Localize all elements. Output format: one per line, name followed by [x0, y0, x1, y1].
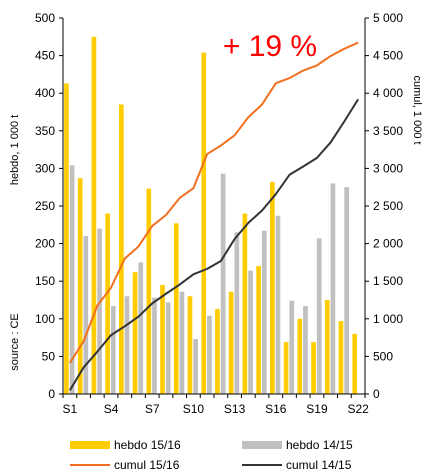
bar-hebdo-15-16-s16: [270, 181, 275, 394]
right-axis-title: cumul, 1 000 t: [411, 75, 423, 144]
bar-hebdo-15-16-s5: [119, 104, 124, 394]
bar-hebdo-14-15-s15: [261, 230, 267, 394]
right-tick-label: 4 500: [373, 49, 403, 63]
bar-hebdo-15-16-s4: [105, 213, 110, 394]
bar-hebdo-14-15-s20: [330, 183, 336, 394]
bar-hebdo-14-15-s11: [207, 315, 212, 394]
left-tick-label: 150: [35, 274, 55, 288]
annotation-text: + 19 %: [223, 30, 317, 63]
legend-label-hebdo-14-15: hebdo 14/15: [286, 438, 353, 452]
x-tick-label: S16: [265, 402, 287, 416]
line-cumul-14-15: [69, 98, 359, 391]
bar-hebdo-14-15-s6: [138, 262, 144, 394]
bar-hebdo-14-15-s13: [234, 232, 240, 394]
left-tick-label: 50: [42, 349, 56, 363]
x-tick-label: S10: [183, 402, 205, 416]
x-tick-label: S4: [104, 402, 119, 416]
legend-label-hebdo-15-16: hebdo 15/16: [114, 438, 181, 452]
line-cumul-15-16: [69, 41, 359, 364]
bar-hebdo-14-15-s3: [97, 228, 102, 394]
right-tick-label: 0: [373, 387, 380, 401]
bar-hebdo-15-16-s17: [283, 342, 289, 394]
left-tick-label: 400: [35, 86, 55, 100]
bar-hebdo-15-16-s19: [311, 342, 316, 394]
left-tick-label: 300: [35, 161, 55, 175]
bar-hebdo-15-16-s8: [160, 284, 165, 394]
left-tick-label: 500: [35, 11, 55, 25]
left-tick-label: 350: [35, 124, 55, 138]
bar-hebdo-15-16-s9: [173, 223, 179, 394]
x-tick-label: S1: [63, 402, 78, 416]
bar-hebdo-15-16-s21: [338, 321, 344, 394]
right-tick-label: 2 000: [373, 237, 403, 251]
bar-hebdo-14-15-s10: [193, 339, 198, 394]
bar-hebdo-14-15-s18: [303, 306, 308, 394]
right-tick-label: 500: [373, 349, 393, 363]
bar-hebdo-15-16-s11: [201, 52, 207, 395]
bar-hebdo-14-15-s1: [69, 165, 75, 394]
right-tick-label: 3 000: [373, 161, 403, 175]
bar-hebdo-15-16-s10: [187, 296, 193, 394]
bar-hebdo-15-16-s3: [91, 36, 97, 395]
bar-hebdo-14-15-s9: [179, 291, 185, 394]
right-tick-label: 2 500: [373, 199, 403, 213]
bar-hebdo-15-16-s6: [132, 272, 138, 394]
legend-swatch-hebdo-15-16: [70, 441, 110, 449]
right-tick-label: 4 000: [373, 86, 403, 100]
bar-hebdo-14-15-s12: [220, 173, 226, 394]
lines-layer: [69, 41, 359, 391]
x-tick-label: S7: [145, 402, 160, 416]
bar-hebdo-15-16-s1: [64, 83, 69, 395]
bar-hebdo-15-16-s20: [324, 300, 330, 394]
legend-label-cumul-15-16: cumul 15/16: [114, 458, 180, 472]
right-tick-label: 1 500: [373, 274, 403, 288]
bar-hebdo-14-15-s8: [165, 302, 171, 394]
right-tick-label: 5 000: [373, 11, 403, 25]
bar-hebdo-14-15-s5: [124, 296, 130, 394]
bar-hebdo-14-15-s19: [316, 238, 322, 394]
left-tick-label: 100: [35, 312, 55, 326]
right-tick-label: 3 500: [373, 124, 403, 138]
x-tick-label: S19: [306, 402, 328, 416]
bar-hebdo-14-15-s16: [275, 215, 281, 394]
left-tick-label: 0: [48, 387, 55, 401]
bar-hebdo-15-16-s18: [297, 318, 303, 394]
legend-swatch-hebdo-14-15: [242, 441, 282, 449]
bar-hebdo-14-15-s7: [152, 297, 157, 394]
bar-hebdo-15-16-s7: [146, 188, 152, 394]
bar-hebdo-14-15-s17: [289, 300, 295, 394]
bar-hebdo-15-16-s14: [242, 213, 248, 394]
bar-hebdo-14-15-s2: [83, 236, 89, 394]
bar-hebdo-15-16-s2: [77, 178, 83, 394]
source-label: source : CE: [9, 313, 21, 370]
bar-hebdo-14-15-s4: [110, 306, 116, 394]
x-tick-label: S13: [224, 402, 246, 416]
axes-layer: 0 50 100 150 200 250 300 350 400 450 500 0 500 1 000 1…: [35, 11, 403, 416]
bar-hebdo-15-16-s22: [352, 333, 358, 394]
bar-hebdo-15-16-s13: [228, 291, 234, 394]
left-tick-label: 200: [35, 237, 55, 251]
x-tick-label: S22: [347, 402, 369, 416]
bar-hebdo-15-16-s12: [215, 309, 220, 394]
left-tick-label: 450: [35, 49, 55, 63]
bar-hebdo-15-16-s15: [256, 266, 261, 394]
bars-layer: [64, 36, 358, 395]
legend: hebdo 15/16 hebdo 14/15 cumul 15/16 cumu…: [70, 438, 353, 472]
legend-label-cumul-14-15: cumul 14/15: [286, 458, 352, 472]
left-axis-title: hebdo, 1 000 t: [9, 115, 21, 185]
right-tick-label: 1 000: [373, 312, 403, 326]
text-layer: + 19 % hebdo, 1 000 t source : CE cumul,…: [9, 30, 423, 371]
bar-hebdo-14-15-s14: [248, 270, 253, 394]
left-tick-label: 250: [35, 199, 55, 213]
bar-hebdo-14-15-s21: [344, 187, 349, 394]
